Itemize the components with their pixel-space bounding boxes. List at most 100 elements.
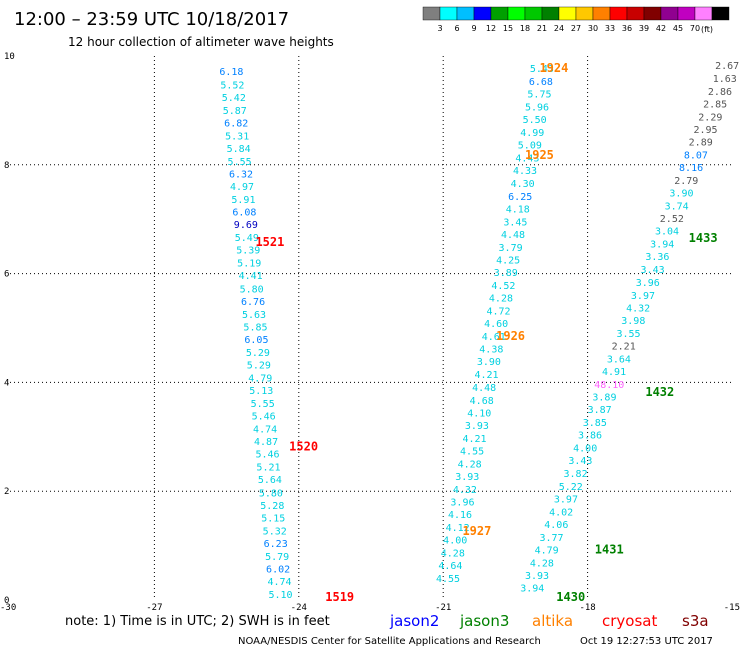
wave-height-value: 4.48 (472, 383, 496, 394)
wave-height-value: 4.33 (513, 166, 537, 177)
wave-height-value: 4.25 (496, 255, 520, 266)
colorbar-unit: (ft) (701, 25, 713, 34)
colorbar-swatch (643, 6, 662, 21)
wave-height-value: 5.46 (255, 450, 279, 461)
wave-height-value: 3.74 (665, 202, 689, 213)
x-tick-label: -21 (435, 603, 451, 613)
colorbar-swatch (592, 6, 611, 21)
wave-height-value: 3.43 (568, 456, 592, 467)
colorbar-swatch (677, 6, 696, 21)
wave-height-value: 4.64 (438, 561, 462, 572)
wave-height-value: 3.93 (525, 571, 549, 582)
wave-height-value: 5.29 (247, 360, 271, 371)
wave-height-value: 5.84 (227, 144, 251, 155)
colorbar-label: 33 (605, 24, 615, 33)
pass-number-label: 1431 (595, 542, 624, 556)
wave-height-value: 5.80 (240, 284, 264, 295)
wave-height-value: 9.69 (234, 220, 258, 231)
wave-height-value: 6.32 (229, 170, 253, 181)
wave-height-value: 4.74 (253, 425, 277, 436)
wave-height-value: 5.28 (260, 501, 284, 512)
wave-height-value: 6.08 (232, 208, 256, 219)
x-tick-label: -15 (724, 603, 740, 613)
colorbar-label: 9 (471, 24, 476, 33)
wave-height-value: 2.29 (698, 112, 722, 123)
wave-height-value: 3.89 (494, 268, 518, 279)
y-tick-label: 4 (4, 378, 9, 388)
wave-height-value: 4.32 (626, 303, 650, 314)
wave-height-value: 3.77 (539, 533, 563, 544)
colorbar-swatch (422, 6, 441, 21)
wave-height-value: 4.87 (254, 437, 278, 448)
wave-height-value: 5.96 (525, 103, 549, 114)
colorbar-label: 12 (486, 24, 496, 33)
pass-number-label: 1927 (462, 524, 491, 538)
wave-height-value: 4.18 (506, 204, 530, 215)
wave-height-value: 5.19 (237, 259, 261, 270)
wave-height-value: 4.28 (458, 459, 482, 470)
wave-height-value: 6.76 (241, 297, 265, 308)
colorbar-swatch (456, 6, 475, 21)
note-text: note: 1) Time is in UTC; 2) SWH is in fe… (65, 614, 330, 629)
wave-height-value: 3.94 (520, 583, 544, 594)
wave-height-value: 3.87 (588, 405, 612, 416)
wave-height-value: 4.06 (544, 520, 568, 531)
wave-height-value: 4.28 (441, 549, 465, 560)
wave-height-value: 4.48 (501, 230, 525, 241)
wave-height-value: 5.21 (256, 463, 280, 474)
colorbar-label: 21 (537, 24, 547, 33)
wave-height-values: 6.18 5.52 5.42 5.876.82 5.31 5.84 5.55 6.324.97… (219, 61, 739, 601)
wave-height-value: 4.43 (515, 154, 539, 165)
wave-height-value: 5.31 (225, 131, 249, 142)
wave-height-value: 4.38 (479, 345, 503, 356)
wave-height-value: 3.36 (645, 252, 669, 263)
colorbar-swatch (541, 6, 560, 21)
colorbar-swatch (609, 6, 628, 21)
wave-height-value: 4.68 (470, 396, 494, 407)
x-tick-label: -30 (0, 603, 16, 613)
wave-height-value: 3.82 (564, 469, 588, 480)
wave-height-value: 3.94 (650, 240, 674, 251)
pass-number-label: 1432 (645, 385, 674, 399)
wave-height-value: 4.41 (239, 271, 263, 282)
pass-number-label: 1521 (255, 235, 284, 249)
wave-height-value: 5.22 (559, 482, 583, 493)
legend-jason2: jason2 (389, 612, 439, 630)
footer-timestamp: Oct 19 12:27:53 UTC 2017 (580, 636, 713, 647)
wave-height-value: 4.55 (436, 574, 460, 585)
y-tick-label: 0 (4, 596, 9, 606)
colorbar-swatch (575, 6, 594, 21)
wave-height-value: 4.91 (602, 367, 626, 378)
colorbar-swatch (490, 6, 509, 21)
wave-height-value: 5.50 (523, 115, 547, 126)
colorbar-label: 15 (503, 24, 513, 33)
colorbar-swatch (439, 6, 458, 21)
wave-height-value: 5.75 (527, 90, 551, 101)
wave-height-value: 4.10 (467, 408, 491, 419)
wave-height-value: 4.97 (230, 182, 254, 193)
wave-height-value: 5.09 (518, 141, 542, 152)
colorbar-swatch (524, 6, 543, 21)
pass-number-label: 1519 (325, 590, 354, 604)
colorbar-label: 6 (454, 24, 459, 33)
wave-height-value: 4.79 (535, 545, 559, 556)
wave-height-value: 5.15 (261, 513, 285, 524)
wave-height-value: 5.87 (223, 106, 247, 117)
wave-height-value: 5.43 (530, 64, 554, 75)
wave-height-value: 4.00 (573, 444, 597, 455)
colorbar-label: 42 (656, 24, 666, 33)
wave-height-value: 3.97 (631, 291, 655, 302)
wave-height-value: 2.95 (693, 125, 717, 136)
legend-s3a: s3a (682, 612, 709, 630)
x-tick-label: -24 (291, 603, 307, 613)
wave-height-value: 5.39 (236, 246, 260, 257)
wave-height-value: 5.49 (235, 233, 259, 244)
wave-height-value: 4.21 (462, 434, 486, 445)
wave-height-value: 5.29 (246, 348, 270, 359)
wave-height-value: 5.91 (231, 195, 255, 206)
wave-height-value: 5.79 (265, 552, 289, 563)
wave-height-value: 3.98 (621, 316, 645, 327)
colorbar-label: 45 (673, 24, 683, 33)
legend-cryosat: cryosat (602, 612, 657, 630)
